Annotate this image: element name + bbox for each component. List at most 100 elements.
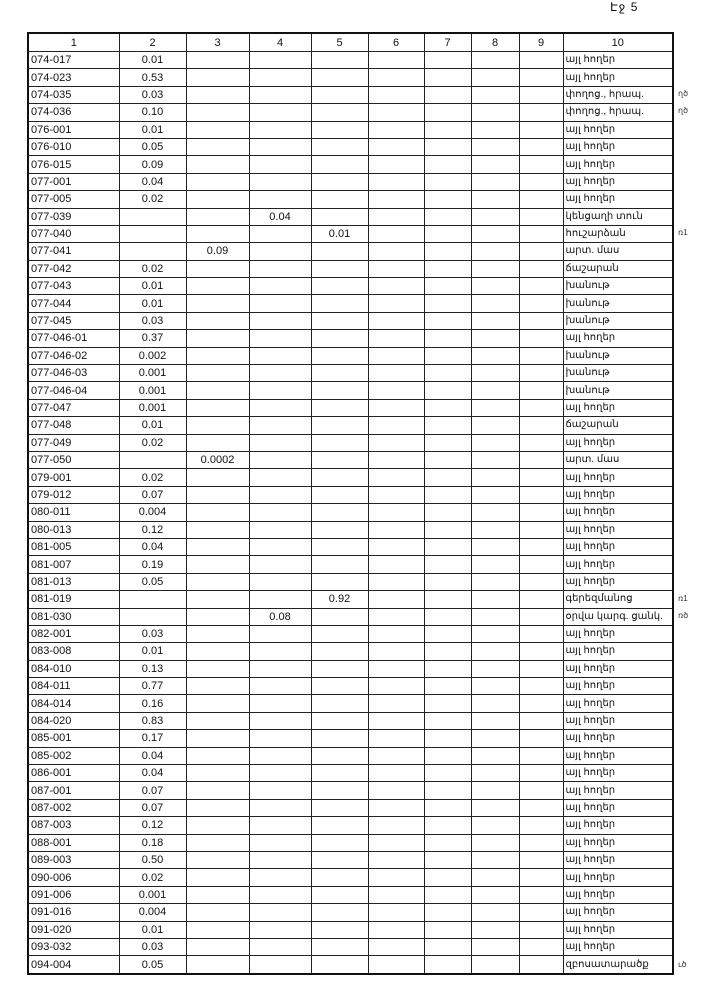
area-cell-col5 (310, 433, 369, 452)
area-cell-col5 (310, 903, 369, 922)
area-cell-col2: 0.01 (118, 416, 187, 435)
area-cell-col4 (248, 885, 312, 905)
area-cell-col9 (518, 937, 564, 957)
area-cell-col3 (185, 537, 250, 557)
area-cell-col4 (248, 624, 312, 644)
area-cell-col9 (518, 294, 564, 313)
table-row: 074-023 0.53 այլ հողեր (27, 68, 674, 87)
area-cell-col6 (367, 746, 425, 766)
area-cell-col8 (470, 955, 520, 975)
area-cell-col7 (423, 937, 472, 957)
land-use-cell: ճաշարան (562, 259, 674, 279)
area-cell-col4 (248, 937, 312, 957)
parcel-code-cell: 077-046-04 (27, 381, 120, 400)
area-cell-col2 (118, 224, 187, 244)
column-header-4: 4 (248, 32, 312, 52)
area-cell-col3 (185, 677, 250, 696)
area-cell-col7 (423, 503, 472, 522)
area-cell-col6 (367, 624, 425, 644)
area-cell-col8 (470, 764, 520, 783)
area-cell-col6 (367, 311, 425, 331)
area-cell-col8 (470, 485, 520, 505)
parcel-code-cell: 081-013 (27, 572, 120, 592)
area-cell-col3 (185, 277, 250, 296)
area-cell-col8 (470, 120, 520, 139)
parcel-code-cell: 079-012 (27, 485, 120, 505)
area-cell-col8 (470, 103, 520, 122)
area-cell-col3 (185, 207, 250, 226)
area-cell-col2: 0.07 (118, 781, 187, 800)
area-cell-col9 (518, 520, 564, 539)
land-use-cell: այլ հողեր (562, 572, 674, 592)
parcel-code-cell: 077-041 (27, 242, 120, 261)
area-cell-col8 (470, 624, 520, 644)
area-cell-col8 (470, 659, 520, 679)
area-cell-col2: 0.01 (118, 120, 187, 139)
area-cell-col8 (470, 346, 520, 366)
land-use-cell: այլ հողեր (562, 398, 674, 418)
area-cell-col9 (518, 50, 564, 70)
area-cell-col5 (310, 450, 369, 470)
area-cell-col4 (248, 711, 312, 731)
area-cell-col8 (470, 190, 520, 209)
area-cell-col7 (423, 903, 472, 922)
area-cell-col5 (310, 955, 369, 975)
area-cell-col4 (248, 311, 312, 331)
area-cell-col2 (118, 590, 187, 609)
area-cell-col8 (470, 311, 520, 331)
area-cell-col5 (310, 190, 369, 209)
margin-note: ռ1 (678, 594, 688, 604)
area-cell-col2: 0.001 (118, 398, 187, 418)
land-use-cell: կենցաղի տուն (562, 207, 674, 226)
table-row: 084-014 0.16 այլ հողեր (27, 694, 674, 713)
area-cell-col8 (470, 590, 520, 609)
area-cell-col6 (367, 68, 425, 87)
land-use-cell: այլ հողեր (562, 833, 674, 852)
area-cell-col6 (367, 868, 425, 887)
area-cell-col8 (470, 746, 520, 766)
area-cell-col9 (518, 694, 564, 713)
area-cell-col8 (470, 677, 520, 696)
land-use-cell: այլ հողեր (562, 711, 674, 731)
area-cell-col5 (310, 764, 369, 783)
area-cell-col5: 0.01 (310, 224, 369, 244)
area-cell-col2: 0.04 (118, 172, 187, 192)
area-cell-col9 (518, 311, 564, 331)
area-cell-col6 (367, 920, 425, 939)
area-cell-col6 (367, 259, 425, 279)
area-cell-col8 (470, 242, 520, 261)
area-cell-col5 (310, 68, 369, 87)
column-header-9: 9 (518, 32, 564, 52)
area-cell-col6 (367, 190, 425, 209)
parcel-code-cell: 077-047 (27, 398, 120, 418)
area-cell-col9 (518, 155, 564, 174)
area-cell-col5 (310, 277, 369, 296)
area-cell-col5 (310, 642, 369, 661)
area-cell-col8 (470, 850, 520, 870)
land-use-cell: հուշարձան (562, 224, 674, 244)
area-cell-col7 (423, 920, 472, 939)
area-cell-col2: 0.05 (118, 955, 187, 975)
area-cell-col5 (310, 920, 369, 939)
area-cell-col2: 0.19 (118, 555, 187, 574)
column-header-7: 7 (423, 32, 472, 52)
area-cell-col5 (310, 207, 369, 226)
area-cell-col2: 0.02 (118, 259, 187, 279)
area-cell-col4 (248, 329, 312, 348)
parcel-code-cell: 077-045 (27, 311, 120, 331)
land-use-cell: այլ հողեր (562, 190, 674, 209)
area-cell-col2: 0.004 (118, 903, 187, 922)
area-cell-col5 (310, 816, 369, 835)
area-cell-col8 (470, 364, 520, 383)
area-cell-col2: 0.04 (118, 537, 187, 557)
area-cell-col3 (185, 520, 250, 539)
area-cell-col9 (518, 764, 564, 783)
area-cell-col2 (118, 207, 187, 226)
area-cell-col9 (518, 120, 564, 139)
land-use-cell: այլ հողեր (562, 659, 674, 679)
table-row: 077-045 0.03 խանութ (27, 311, 674, 331)
area-cell-col5 (310, 485, 369, 505)
parcel-code-cell: 085-001 (27, 729, 120, 748)
table-row: 077-046-04 0.001 խանութ (27, 381, 674, 400)
parcel-code-cell: 077-046-02 (27, 346, 120, 366)
